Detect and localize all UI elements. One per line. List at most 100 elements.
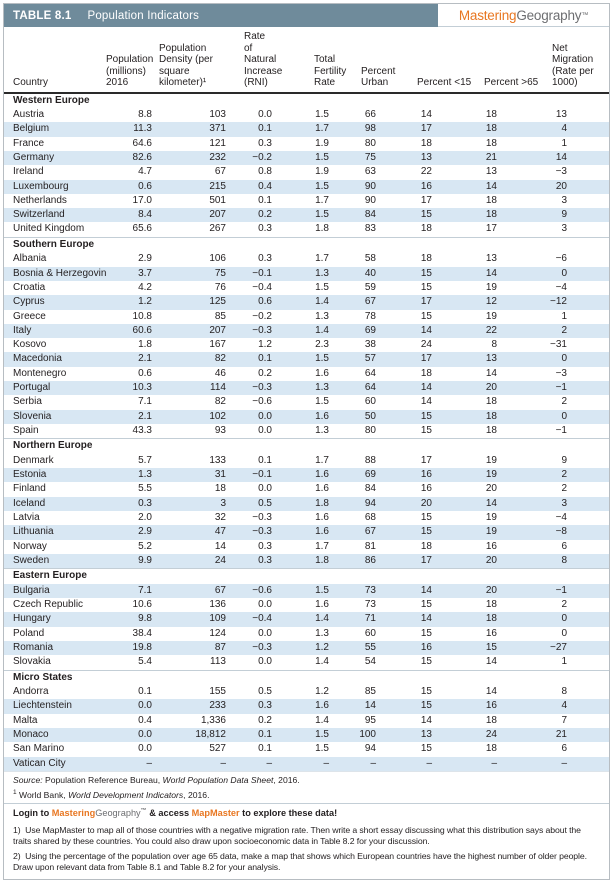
value-cell-netmig: 0 [561,627,567,639]
value-cell-over65: 19 [436,525,498,540]
value-cell-population: 7.1 [138,396,152,408]
value-cell-population: 0.4 [138,714,152,726]
value-cell-rni: 0.1 [226,122,274,137]
value-cell-density: 82 [152,352,226,367]
value-cell-tfr: 1.5 [315,281,329,293]
value-cell-density: 67 [214,166,226,178]
value-cell-tfr: 1.7 [274,122,330,137]
value-cell-urban: 63 [364,166,376,178]
value-cell-population: 4.7 [138,166,152,178]
value-cell-urban: 67 [330,295,380,310]
column-header-urban: Percent Urban [330,27,395,94]
country-cell: Sweden [4,553,106,569]
value-cell-netmig: 2 [498,323,609,339]
value-cell-rni: 0.3 [258,253,272,265]
value-cell-population: 43.3 [132,424,152,436]
value-cell-tfr: 1.5 [274,179,330,194]
value-cell-over65: 21 [436,150,498,166]
value-cell-over65: 20 [436,381,498,396]
value-cell-under15: 16 [380,640,436,656]
value-cell-density: 527 [209,743,226,755]
value-cell-netmig: – [498,756,609,771]
value-cell-rni: 0.2 [258,714,272,726]
value-cell-rni: −0.3 [226,640,274,656]
value-cell-urban: 88 [364,454,376,466]
value-cell-population: 60.6 [106,323,152,339]
value-cell-over65: 14 [485,367,497,379]
value-cell-population: 3.7 [106,266,152,281]
country-cell: Switzerland [4,208,106,223]
value-cell-tfr: 1.5 [274,150,330,166]
value-cell-density: 47 [152,525,226,540]
value-cell-under15: 18 [420,253,432,265]
question-item: 2) Using the percentage of the populatio… [13,850,587,873]
value-cell-rni: −0.3 [226,381,274,396]
country-cell: Slovakia [13,656,51,668]
value-cell-tfr: 1.8 [315,223,329,235]
value-cell-density: 207 [152,323,226,339]
value-cell-rni: −0.4 [252,281,272,293]
value-cell-population: 8.8 [138,109,152,121]
column-header-density: Population Density (per square kilometer… [152,27,226,94]
value-cell-rni: 0.1 [258,743,272,755]
value-cell-urban: 71 [330,612,380,627]
value-cell-under15: 20 [380,496,436,511]
value-cell-under15: 18 [420,223,432,235]
country-cell: Netherlands [13,194,67,206]
value-cell-density: 207 [152,208,226,223]
value-cell-density: 82 [214,396,226,408]
value-cell-density: 87 [152,640,226,656]
value-cell-netmig: 1 [561,310,567,322]
value-cell-over65: 14 [436,496,498,511]
value-cell-netmig: 13 [555,109,567,121]
table-row: Latvia 2.0 32 −0.3 1.6 68 15 19 −4 [4,511,609,525]
value-cell-netmig: −4 [555,281,567,293]
value-cell-population: 38.4 [132,627,152,639]
value-cell-rni: 0.4 [226,179,274,194]
value-cell-urban: 73 [330,583,380,599]
value-cell-netmig: 8 [561,686,567,698]
table-row: United Kingdom 65.6 267 0.3 1.8 83 18 17 3 [4,222,609,237]
header-band: TABLE 8.1 Population Indicators Masterin… [4,4,609,27]
table-row: Austria 8.8 103 0.0 1.5 66 14 18 13 [4,108,609,122]
country-cell: Austria [13,109,45,121]
value-cell-rni: −0.3 [226,525,274,540]
value-cell-over65: 18 [436,409,498,424]
table-title: Population Indicators [87,9,200,22]
value-cell-under15: 14 [420,109,432,121]
value-cell-urban: 94 [364,743,376,755]
value-cell-density: 501 [209,194,226,206]
value-cell-under15: 15 [420,310,432,322]
value-cell-rni: 0.0 [258,109,272,121]
table-row: Albania 2.9 106 0.3 1.7 58 18 13 −6 [4,252,609,266]
value-cell-urban: 94 [330,496,380,511]
value-cell-over65: 18 [485,396,497,408]
value-cell-under15: 14 [380,381,436,396]
logo-text-mastering: Mastering [458,7,517,23]
value-cell-under15: 17 [380,553,436,569]
country-cell: Denmark [13,454,54,466]
column-header-row: Country Population (millions) 2016 Populat… [4,27,609,94]
value-cell-netmig: 3 [561,194,567,206]
value-cell-rni: 0.8 [258,166,272,178]
value-cell-density: 155 [209,686,226,698]
value-cell-under15: 15 [420,281,432,293]
value-cell-tfr: 1.3 [315,424,329,436]
value-cell-urban: 90 [330,179,380,194]
value-cell-tfr: 1.3 [315,627,329,639]
country-cell: Kosovo [13,339,47,351]
value-cell-tfr: 1.8 [274,496,330,511]
value-cell-under15: 14 [420,714,432,726]
table-title-bar: TABLE 8.1 Population Indicators [4,4,438,27]
value-cell-population: 0.0 [106,728,152,743]
value-cell-density: 93 [214,424,226,436]
section-title: Eastern Europe [4,568,609,584]
value-cell-density: 103 [209,109,226,121]
value-cell-urban: 60 [364,627,376,639]
value-cell-density: 233 [152,699,226,714]
value-cell-density: 106 [209,253,226,265]
value-cell-rni: −0.3 [252,512,272,523]
value-cell-under15: 15 [420,743,432,755]
value-cell-rni: −0.1 [226,468,274,483]
value-cell-over65: 16 [436,699,498,714]
